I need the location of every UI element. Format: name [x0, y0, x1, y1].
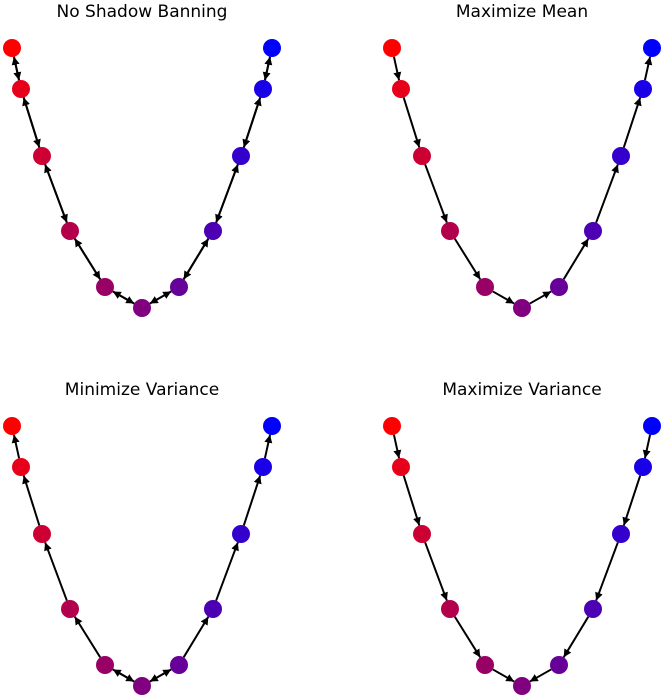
edge-arrow: [44, 164, 68, 223]
node: [584, 222, 602, 240]
edge-arrow: [595, 542, 619, 601]
edge-arrow: [453, 616, 482, 658]
node: [413, 147, 431, 165]
edge-arrow: [622, 475, 642, 526]
edge-arrow: [215, 542, 239, 601]
edge-arrow: [73, 238, 102, 280]
panel: Minimize Variance: [3, 380, 281, 695]
node: [441, 600, 459, 618]
node: [643, 39, 661, 57]
edge-arrow: [22, 97, 41, 148]
panel-title: No Shadow Banning: [57, 2, 228, 22]
edge-arrow: [402, 475, 421, 526]
node: [550, 278, 568, 296]
node: [513, 299, 531, 317]
node: [634, 458, 652, 476]
edge-arrow: [149, 668, 172, 683]
edge-arrow: [492, 668, 515, 683]
node: [513, 677, 531, 695]
edge-arrow: [562, 616, 590, 658]
edge-arrow: [424, 164, 448, 223]
edge-arrow: [262, 56, 272, 81]
node: [263, 417, 281, 435]
node: [476, 656, 494, 674]
panel-title: Minimize Variance: [65, 380, 219, 400]
node: [254, 458, 272, 476]
node: [3, 39, 21, 57]
edge-arrow: [44, 542, 68, 601]
edge-arrow: [263, 434, 273, 459]
edge-arrow: [424, 542, 448, 601]
node: [133, 299, 151, 317]
panel-title: Maximize Variance: [442, 380, 601, 400]
edge-arrow: [11, 434, 21, 459]
node: [441, 222, 459, 240]
node: [133, 677, 151, 695]
edge-arrow: [453, 238, 482, 280]
edge-arrow: [643, 56, 653, 81]
panel-title: Maximize Mean: [456, 2, 588, 22]
node: [476, 278, 494, 296]
node: [61, 222, 79, 240]
edge-arrow: [242, 97, 262, 148]
edge-arrow: [642, 434, 652, 459]
node: [254, 80, 272, 98]
edge-arrow: [392, 434, 402, 459]
node: [392, 458, 410, 476]
node: [643, 417, 661, 435]
node: [392, 80, 410, 98]
node: [33, 147, 51, 165]
node: [33, 525, 51, 543]
edge-arrow: [182, 616, 210, 658]
node: [584, 600, 602, 618]
node: [12, 458, 30, 476]
node: [413, 525, 431, 543]
panel: Maximize Mean: [383, 2, 661, 317]
node: [383, 39, 401, 57]
node: [96, 656, 114, 674]
node: [170, 656, 188, 674]
node: [96, 278, 114, 296]
node: [3, 417, 21, 435]
edge-arrow: [112, 668, 135, 683]
node: [232, 147, 250, 165]
edge-arrow: [112, 290, 135, 305]
node: [383, 417, 401, 435]
edge-arrow: [595, 164, 619, 223]
edge-arrow: [73, 616, 102, 658]
edge-arrow: [529, 290, 552, 305]
node: [204, 600, 222, 618]
node: [170, 278, 188, 296]
panel: Maximize Variance: [383, 380, 661, 695]
node: [12, 80, 30, 98]
node: [204, 222, 222, 240]
edge-arrow: [242, 475, 262, 526]
edge-arrow: [215, 164, 239, 223]
edge-arrow: [562, 238, 590, 280]
edge-arrow: [22, 475, 41, 526]
panel: No Shadow Banning: [3, 2, 281, 317]
edge-arrow: [492, 290, 515, 305]
edge-arrow: [529, 668, 552, 683]
edge-arrow: [11, 56, 21, 81]
edge-arrow: [402, 97, 421, 148]
edge-arrow: [392, 56, 402, 81]
node: [263, 39, 281, 57]
node: [612, 525, 630, 543]
edge-arrow: [622, 97, 642, 148]
node: [61, 600, 79, 618]
node: [634, 80, 652, 98]
edge-arrow: [182, 238, 210, 280]
node: [550, 656, 568, 674]
node: [232, 525, 250, 543]
edge-arrow: [149, 290, 172, 305]
node: [612, 147, 630, 165]
